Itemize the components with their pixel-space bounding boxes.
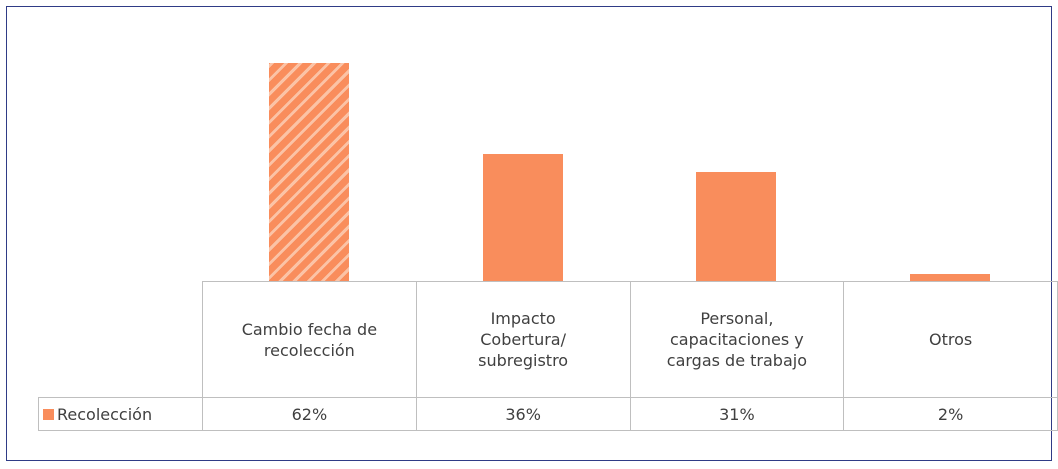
legend-label: Recolección: [57, 404, 153, 424]
category-label: Impacto Cobertura/ subregistro: [478, 309, 569, 370]
bar: [268, 62, 349, 281]
category-label: Cambio fecha de recolección: [241, 319, 378, 360]
value-label: 31%: [629, 397, 845, 431]
value-label: 62%: [202, 397, 417, 431]
chart-frame: [6, 6, 1052, 461]
value-label: 36%: [415, 397, 631, 431]
category-cell: Impacto Cobertura/ subregistro: [415, 281, 631, 398]
category-cell: Cambio fecha de recolección: [202, 281, 417, 398]
bar: [482, 154, 563, 281]
value-label: 2%: [843, 397, 1058, 431]
category-cell: Personal, capacitaciones y cargas de tra…: [629, 281, 845, 398]
bar: [696, 171, 777, 281]
category-label: Otros: [929, 330, 973, 349]
category-label: Personal, capacitaciones y cargas de tra…: [666, 309, 807, 370]
bar: [910, 273, 991, 281]
category-cell: Otros: [843, 281, 1058, 398]
legend-key: [43, 408, 54, 420]
legend-cell: Recolección: [38, 397, 203, 431]
